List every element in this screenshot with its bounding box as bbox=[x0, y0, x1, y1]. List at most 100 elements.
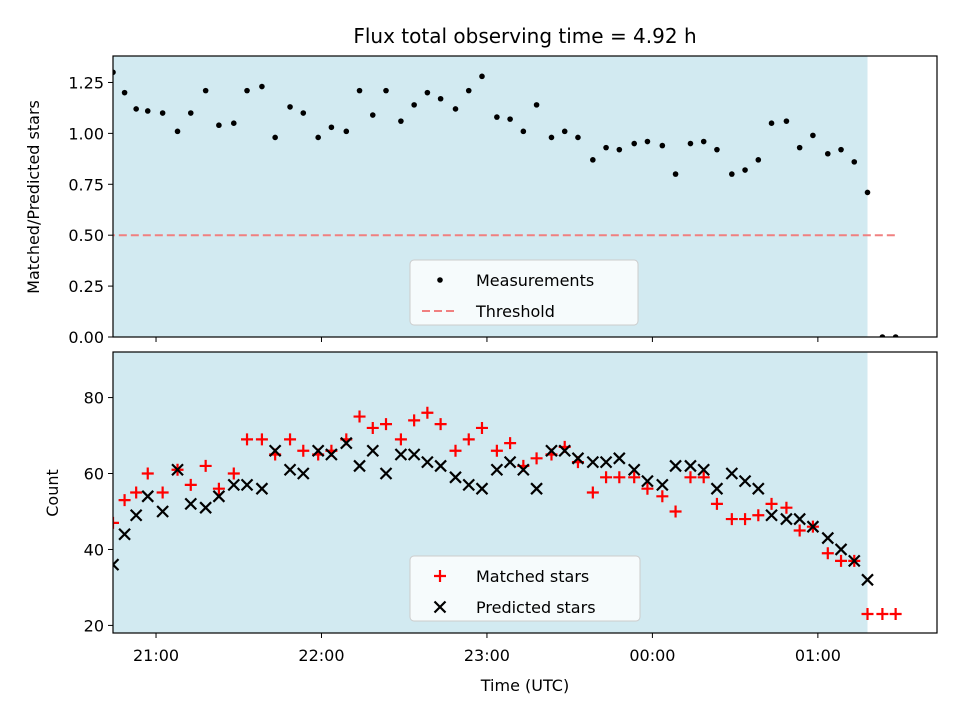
predicted-point bbox=[697, 463, 710, 476]
matched-point bbox=[490, 444, 503, 457]
matched-point bbox=[739, 513, 752, 526]
predicted-point bbox=[861, 573, 874, 587]
predicted-point bbox=[56, 609, 67, 620]
matched-point bbox=[530, 452, 543, 465]
measurement-point bbox=[742, 167, 748, 173]
legend-label: Matched stars bbox=[476, 567, 589, 586]
matched-point bbox=[95, 528, 107, 540]
predicted-point bbox=[806, 520, 820, 533]
predicted-point bbox=[379, 467, 393, 480]
measurement-point bbox=[69, 116, 75, 122]
x-tick-label: 21:00 bbox=[133, 646, 179, 665]
matched-point bbox=[118, 494, 131, 507]
predicted-point bbox=[113, 558, 120, 571]
predicted-point bbox=[171, 463, 184, 476]
measurement-point bbox=[465, 87, 472, 94]
predicted-point bbox=[475, 482, 489, 495]
predicted-point bbox=[407, 448, 421, 461]
x-tick-label: 01:00 bbox=[795, 646, 841, 665]
predicted-point bbox=[394, 448, 408, 461]
matched-point bbox=[56, 616, 68, 628]
matched-point bbox=[141, 467, 154, 480]
measurement-point bbox=[287, 104, 293, 110]
matched-point bbox=[780, 501, 793, 514]
chart-title: Flux total observing time = 4.92 h bbox=[353, 24, 696, 48]
count-y-axis-label: Count bbox=[43, 469, 62, 517]
measurement-point bbox=[369, 112, 376, 118]
y-tick-label: 0.50 bbox=[68, 226, 104, 245]
predicted-point bbox=[710, 482, 724, 495]
measurement-point bbox=[187, 110, 194, 116]
x-tick-label: 00:00 bbox=[629, 646, 675, 665]
matched-point bbox=[475, 421, 488, 434]
matched-point bbox=[586, 486, 599, 499]
legend-label: Measurements bbox=[476, 271, 594, 290]
predicted-point bbox=[340, 436, 353, 450]
predicted-point bbox=[283, 463, 297, 476]
ratio-y-axis-label: Matched/Predicted stars bbox=[24, 100, 43, 294]
predicted-point bbox=[421, 455, 434, 469]
axes-frame bbox=[112, 351, 938, 634]
matched-point bbox=[130, 486, 143, 499]
series-measurements bbox=[44, 69, 899, 340]
predicted-point bbox=[725, 467, 739, 480]
predicted-point bbox=[212, 490, 226, 503]
matched-point bbox=[434, 418, 447, 431]
measurement-point bbox=[892, 334, 899, 337]
predicted-point bbox=[613, 452, 626, 465]
matched-point bbox=[241, 433, 254, 446]
measurement-point bbox=[398, 118, 404, 124]
matched-point bbox=[113, 516, 119, 529]
measurement-point bbox=[590, 157, 596, 163]
y-tick-label: 0.75 bbox=[68, 175, 104, 194]
measurement-point bbox=[687, 140, 694, 147]
predicted-point bbox=[545, 444, 558, 458]
measurement-point bbox=[507, 116, 513, 122]
measurement-point bbox=[59, 149, 65, 155]
y-tick-label: 60 bbox=[84, 465, 104, 484]
measurement-point bbox=[700, 138, 707, 145]
predicted-point bbox=[156, 505, 169, 518]
axes-frame bbox=[112, 55, 938, 338]
matched-point bbox=[41, 357, 53, 369]
predicted-point bbox=[462, 478, 476, 492]
legend-label: Predicted stars bbox=[476, 598, 596, 617]
predicted-point bbox=[765, 509, 778, 522]
predicted-point bbox=[141, 490, 155, 503]
matched-point bbox=[79, 578, 91, 590]
matched-point bbox=[835, 554, 848, 567]
matched-point bbox=[889, 608, 902, 621]
legend-predicted-marker bbox=[433, 600, 447, 614]
measurement-point bbox=[424, 89, 431, 96]
predicted-point bbox=[240, 478, 254, 492]
measurement-point bbox=[659, 142, 666, 149]
measurement-point bbox=[603, 144, 609, 151]
y-tick-label: 1.25 bbox=[68, 73, 104, 92]
measurement-point bbox=[810, 132, 816, 139]
predicted-point bbox=[656, 478, 669, 492]
measurement-point bbox=[144, 108, 151, 114]
predicted-point bbox=[366, 444, 380, 458]
matched-point bbox=[449, 444, 462, 457]
matched-point bbox=[297, 444, 310, 457]
predicted-point bbox=[503, 455, 517, 469]
matched-point bbox=[684, 471, 697, 484]
predicted-point bbox=[780, 512, 793, 526]
matched-point bbox=[212, 482, 225, 495]
matched-point bbox=[504, 437, 517, 450]
measurement-point bbox=[479, 73, 485, 80]
matched-point bbox=[380, 418, 393, 431]
matched-point bbox=[613, 471, 626, 484]
measurement-point bbox=[533, 102, 540, 108]
measurement-point bbox=[259, 83, 265, 90]
measurement-point bbox=[437, 95, 444, 102]
matched-point bbox=[710, 497, 723, 510]
y-tick-label: 20 bbox=[84, 616, 104, 635]
legend-matched-marker bbox=[434, 570, 446, 582]
predicted-point bbox=[199, 501, 212, 514]
measurement-point bbox=[44, 334, 50, 340]
matched-point bbox=[669, 505, 682, 518]
measurement-point bbox=[672, 171, 679, 177]
measurement-point bbox=[783, 118, 790, 124]
predicted-point bbox=[118, 527, 131, 541]
